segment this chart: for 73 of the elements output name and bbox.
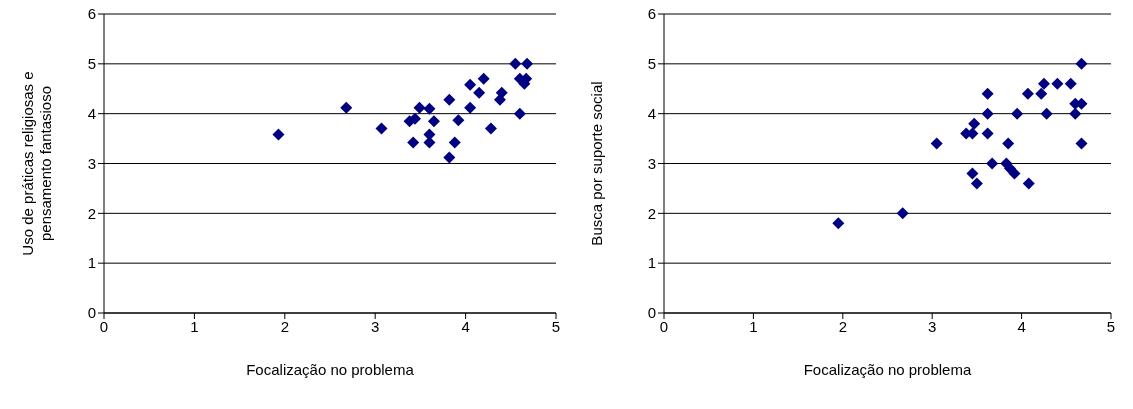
point [1021,87,1034,100]
point [1040,107,1053,120]
point [521,57,534,70]
point [970,177,983,190]
point [448,136,461,149]
y-tick-label: 4 [87,104,96,122]
point [896,207,909,220]
point [1008,167,1021,180]
x-tick-label: 0 [659,317,669,335]
y-tick-label: 4 [647,104,656,122]
point [272,128,285,141]
y-tick-label: 0 [647,304,656,322]
y-tick-label: 3 [87,154,96,172]
y-tick-label: 2 [647,204,656,222]
x-tick-label: 4 [461,317,470,335]
point [981,107,994,120]
point [484,122,497,135]
x-tick-label: 3 [928,317,937,335]
point [464,101,477,114]
point [464,78,477,91]
point [1002,137,1015,150]
x-axis-title: Focalização no problema [246,361,415,378]
point [1011,107,1024,120]
point [832,217,845,230]
point [443,151,456,164]
x-tick-label: 5 [551,317,561,335]
y-tick-label: 5 [87,55,96,73]
point [513,107,526,120]
point [968,117,981,130]
y-axis-title: Uso de práticas religiosas e pensamento fantasioso [19,71,54,256]
point [981,127,994,140]
point [427,115,440,128]
point [1075,137,1088,150]
point [452,114,465,127]
point [443,93,456,106]
x-axis-title: Focalização no problema [803,361,972,378]
x-tick-label: 0 [99,317,109,335]
y-tick-label: 6 [87,5,96,23]
point [509,57,522,70]
point [1069,107,1082,120]
point [1051,77,1064,90]
point [986,157,999,170]
x-tick-label: 3 [371,317,380,335]
y-axis-title: Busca por suporte social [588,81,605,246]
y-tick-label: 5 [647,55,656,73]
point [473,86,486,99]
point [981,87,994,100]
point [423,102,436,115]
point [930,137,943,150]
y-tick-label: 6 [647,5,656,23]
x-tick-label: 2 [280,317,289,335]
y-tick-label: 1 [87,254,96,272]
point [1075,57,1088,70]
point [407,136,420,149]
y-tick-label: 0 [87,304,96,322]
x-tick-label: 1 [190,317,199,335]
point [1037,77,1050,90]
x-tick-label: 4 [1017,317,1026,335]
point [375,122,388,135]
point [495,86,508,99]
x-tick-label: 2 [838,317,847,335]
y-tick-label: 3 [647,154,656,172]
y-tick-label: 2 [87,204,96,222]
point [340,101,353,114]
point [1064,77,1077,90]
x-tick-label: 5 [1106,317,1116,335]
point [1035,87,1048,100]
point [413,101,426,114]
point [1022,177,1035,190]
y-tick-label: 1 [647,254,656,272]
point [966,167,979,180]
x-tick-label: 1 [749,317,758,335]
point [477,72,490,85]
